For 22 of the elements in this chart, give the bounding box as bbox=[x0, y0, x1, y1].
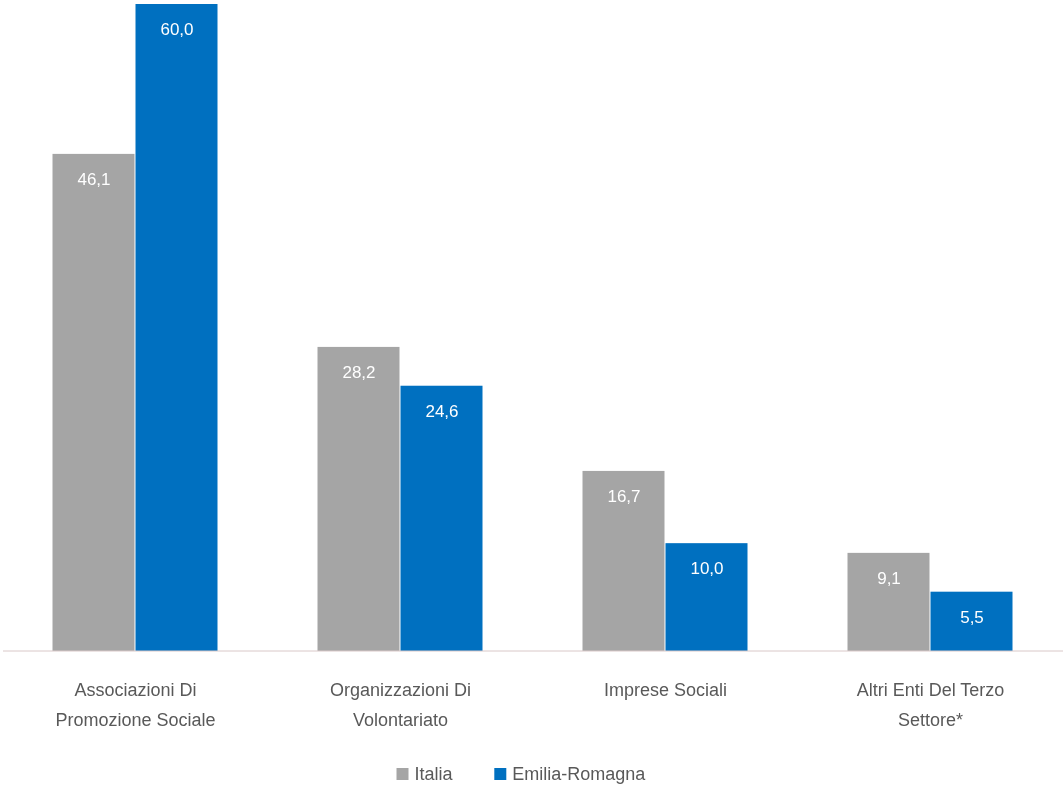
data-label: 46,1 bbox=[77, 169, 111, 189]
bar bbox=[665, 543, 748, 651]
bar bbox=[400, 385, 483, 651]
x-tick-label: Organizzazioni Di Volontariato bbox=[329, 680, 472, 730]
x-tick-label: Imprese Sociali bbox=[603, 680, 728, 700]
bar bbox=[52, 153, 135, 651]
data-label: 16,7 bbox=[607, 486, 641, 506]
legend-label: Italia bbox=[414, 764, 454, 784]
bar bbox=[582, 470, 665, 651]
x-tick-label: Associazioni Di Promozione Sociale bbox=[55, 680, 216, 730]
data-label: 5,5 bbox=[960, 607, 984, 627]
data-label: 24,6 bbox=[425, 401, 459, 421]
data-label: 9,1 bbox=[877, 568, 901, 588]
x-tick-label: Altri Enti Del Terzo Settore* bbox=[856, 680, 1005, 730]
data-label: 60,0 bbox=[160, 20, 194, 39]
bar bbox=[930, 591, 1013, 651]
data-label: 10,0 bbox=[690, 559, 724, 579]
data-label: 28,2 bbox=[342, 362, 376, 382]
legend-label: Emilia-Romagna bbox=[512, 764, 647, 784]
bar bbox=[317, 346, 400, 651]
bar bbox=[135, 4, 218, 651]
bar bbox=[847, 552, 930, 651]
